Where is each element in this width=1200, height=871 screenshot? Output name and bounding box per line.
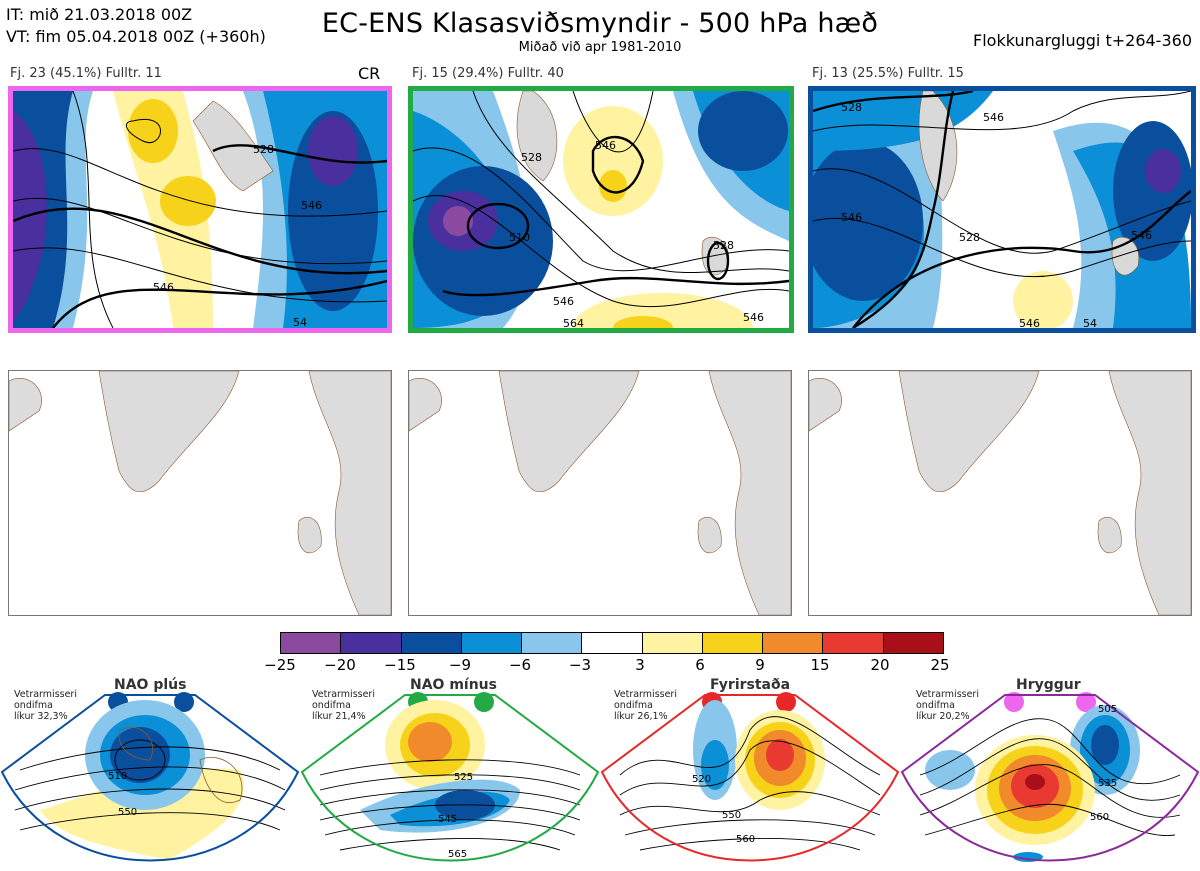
cluster-3-label: Fj. 13 (25.5%) Fulltr. 15 — [812, 66, 964, 81]
colorbar-tick: −3 — [568, 656, 592, 674]
cluster-2-map: 510 528 546 546 564 528 546 — [413, 91, 789, 328]
valid-time: VT: fim 05.04.2018 00Z (+360h) — [6, 27, 266, 46]
land-mass-shape — [409, 371, 791, 615]
regime-contour-label: 505 — [1098, 704, 1117, 715]
regime-contour-label: 565 — [448, 849, 467, 860]
regime-contour-label: 525 — [454, 772, 473, 783]
regime-note: Vetrarmisseri ondifma líkur 32,3% — [14, 689, 77, 722]
header-times: IT: mið 21.03.2018 00Z VT: fim 05.04.201… — [6, 4, 266, 48]
blank-map-2 — [408, 370, 792, 616]
cluster-1-flag: CR — [358, 64, 381, 83]
regime-contour-label: 560 — [736, 834, 755, 845]
page-subtitle: Miðað við apr 1981-2010 — [518, 40, 682, 55]
land-mass-shape — [809, 371, 1191, 615]
classification-window: Flokkunargluggi t+264-360 — [973, 31, 1192, 50]
regime-map-nao-plus: 510 550 — [0, 692, 300, 862]
contour-label: 546 — [841, 211, 862, 224]
regime-title-blocking: Fyrirstaða — [710, 677, 791, 693]
contour-label: 546 — [553, 295, 574, 308]
contour-label: 564 — [563, 317, 584, 328]
contour-label: 528 — [713, 239, 734, 252]
contour-label: 528 — [841, 101, 862, 114]
blank-map-1 — [8, 370, 392, 616]
colorbar-tick: −15 — [384, 656, 416, 674]
regime-title-nao-minus: NAO mínus — [410, 677, 497, 693]
regime-contour-label: 550 — [118, 807, 137, 818]
page-title: EC-ENS Klasasviðsmyndir - 500 hPa hæð — [321, 8, 879, 39]
init-time: IT: mið 21.03.2018 00Z — [6, 5, 193, 24]
colorbar-tick: −6 — [508, 656, 532, 674]
contour-label: 546 — [301, 199, 322, 212]
cluster-panel-1: 528 546 546 54 — [8, 86, 392, 333]
regime-contour-label: 535 — [1098, 778, 1117, 789]
regime-title-ridge: Hryggur — [1016, 677, 1081, 693]
land-mass-shape — [9, 371, 391, 615]
regime-dot-icon — [174, 692, 194, 712]
contour-label: 54 — [293, 316, 307, 328]
colorbar-swatch — [882, 633, 943, 653]
colorbar-tick: −9 — [448, 656, 472, 674]
colorbar-tick: 25 — [930, 656, 950, 674]
regime-dot-icon — [776, 692, 796, 712]
contour-label: 528 — [521, 151, 542, 164]
colorbar-swatch — [822, 633, 883, 653]
regime-map-ridge: 505 535 560 — [900, 692, 1200, 862]
regime-map-blocking: 520 550 560 — [600, 692, 900, 862]
contour-label: 546 — [983, 111, 1004, 124]
contour-label: 528 — [959, 231, 980, 244]
colorbar-tick: −20 — [324, 656, 356, 674]
colorbar-swatch — [641, 633, 702, 653]
colorbar-tick: 6 — [695, 656, 705, 674]
colorbar-tick: 20 — [870, 656, 890, 674]
contour-label: 510 — [509, 231, 530, 244]
colorbar-tick: 9 — [755, 656, 765, 674]
colorbar-swatch — [340, 633, 401, 653]
colorbar-swatch — [400, 633, 461, 653]
cluster-1-label: Fj. 23 (45.1%) Fulltr. 11 — [10, 66, 162, 81]
regime-contour-label: 545 — [438, 814, 457, 825]
contour-label: 546 — [595, 139, 616, 152]
colorbar-swatch — [281, 633, 341, 653]
cluster-panel-3: 528 546 546 528 546 54 546 — [808, 86, 1196, 333]
contour-label: 546 — [1019, 317, 1040, 328]
contour-label: 546 — [153, 281, 174, 294]
regime-note: Vetrarmisseri ondifma líkur 26,1% — [614, 689, 677, 722]
regime-contour-label: 520 — [692, 774, 711, 785]
contour-label: 546 — [1131, 229, 1152, 242]
cluster-3-map: 528 546 546 528 546 54 546 — [813, 91, 1191, 328]
colorbar-tick: 3 — [635, 656, 645, 674]
regime-contour-label: 560 — [1090, 812, 1109, 823]
blank-map-3 — [808, 370, 1192, 616]
regime-note: Vetrarmisseri ondifma líkur 20,2% — [916, 689, 979, 722]
regime-contour-label: 550 — [722, 810, 741, 821]
regime-map-nao-minus: 525 545 565 — [300, 692, 600, 862]
colorbar-swatch — [581, 633, 642, 653]
anomaly-colorbar — [280, 632, 944, 654]
regime-note: Vetrarmisseri ondifma líkur 21,4% — [312, 689, 375, 722]
colorbar-tick: −25 — [264, 656, 296, 674]
contour-label: 528 — [253, 143, 274, 156]
colorbar-swatch — [460, 633, 522, 653]
contour-label: 54 — [1083, 317, 1097, 328]
regime-dot-icon — [1004, 692, 1024, 712]
colorbar-tick: 15 — [810, 656, 830, 674]
regime-dot-icon — [474, 692, 494, 712]
regime-dot-icon — [1076, 692, 1096, 712]
regime-contour-label: 510 — [108, 771, 127, 782]
regime-title-nao-plus: NAO plús — [114, 677, 187, 693]
colorbar-swatch — [762, 633, 823, 653]
cluster-panel-2: 510 528 546 546 564 528 546 — [408, 86, 794, 333]
cluster-2-label: Fj. 15 (29.4%) Fulltr. 40 — [412, 66, 564, 81]
colorbar-swatch — [521, 633, 582, 653]
cluster-1-map: 528 546 546 54 — [13, 91, 387, 328]
contour-label: 546 — [743, 311, 764, 324]
colorbar-swatch — [701, 633, 763, 653]
